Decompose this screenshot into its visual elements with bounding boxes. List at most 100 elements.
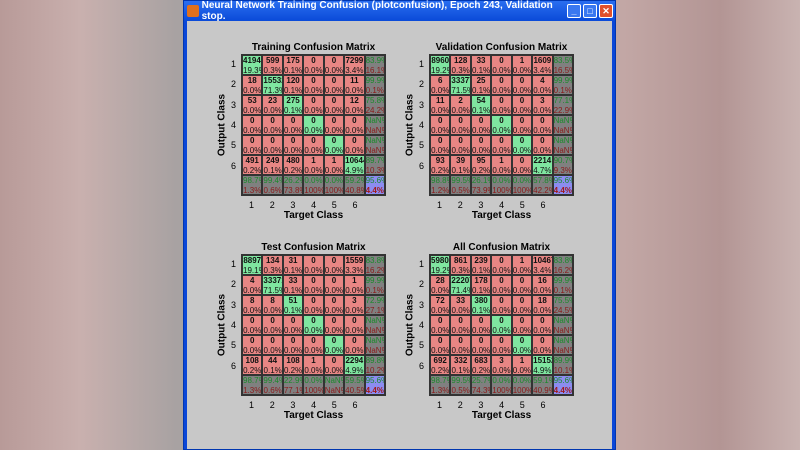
x-tick: 6 bbox=[540, 200, 546, 210]
cell-count: 31 bbox=[288, 256, 298, 265]
cell-percent: 0.0% bbox=[533, 85, 552, 95]
cell-count: 89.8% bbox=[365, 356, 384, 365]
matrix-cell: 28 0.0% bbox=[430, 275, 451, 295]
cell-percent: 0.0% bbox=[263, 305, 282, 315]
matrix-cell: 0 0.0% bbox=[450, 115, 471, 135]
cell-percent: 0.0% bbox=[451, 325, 470, 335]
cell-count: 0 bbox=[311, 256, 316, 265]
matrix-cell: 89.9%10.1% bbox=[552, 355, 573, 375]
matrix-cell: 599 0.3% bbox=[262, 55, 283, 75]
cell-percent: 16.2% bbox=[365, 265, 384, 275]
matrix-cell: 0 0.0% bbox=[262, 115, 283, 135]
cell-count: 0 bbox=[311, 316, 316, 325]
cell-percent: 0.0% bbox=[243, 325, 262, 335]
x-tick: 4 bbox=[499, 200, 505, 210]
matrix-cell: 0 0.0% bbox=[242, 335, 263, 355]
cell-count: 95 bbox=[476, 156, 486, 165]
matrix-cell: 1 0.0% bbox=[511, 55, 533, 75]
cell-percent: 0.0% bbox=[533, 125, 552, 135]
matrix-cell: NaN%NaN% bbox=[552, 315, 573, 335]
cell-count: 0.0% bbox=[512, 176, 532, 185]
matrix-cell: 0 0.0% bbox=[303, 295, 324, 315]
cell-percent: 40.5% bbox=[345, 385, 363, 395]
cell-count: 0 bbox=[499, 276, 504, 285]
cell-percent: 0.5% bbox=[451, 185, 470, 195]
matrix-cell: 23 0.0% bbox=[262, 95, 283, 115]
matrix-cell: 99.4%0.6% bbox=[262, 175, 283, 195]
cell-count: 33 bbox=[456, 296, 466, 305]
cell-count: 99.9% bbox=[365, 76, 384, 85]
maximize-button[interactable]: □ bbox=[583, 4, 597, 18]
x-tick: 2 bbox=[457, 200, 463, 210]
title-bar[interactable]: Neural Network Training Confusion (plotc… bbox=[184, 0, 615, 22]
cell-percent: NaN% bbox=[553, 125, 572, 135]
y-tick: 5 bbox=[231, 140, 237, 151]
matrix-cell: 1 0.0% bbox=[491, 155, 512, 175]
matrix-cell: 0 0.0% bbox=[532, 315, 553, 335]
cell-count: 93 bbox=[435, 156, 445, 165]
cell-count: 22.9% bbox=[283, 376, 302, 385]
cell-percent: 73.8% bbox=[283, 185, 302, 195]
cell-percent: 0.0% bbox=[512, 85, 532, 95]
cell-percent: 100% bbox=[324, 185, 345, 195]
cell-percent: NaN% bbox=[324, 385, 343, 395]
cell-percent: 0.0% bbox=[263, 125, 282, 135]
matrix-cell: 33 0.0% bbox=[450, 295, 471, 315]
cell-percent: 0.1% bbox=[451, 365, 470, 375]
cell-count: 239 bbox=[474, 256, 488, 265]
cell-percent: 0.1% bbox=[283, 305, 303, 315]
matrix-cell: 108 0.2% bbox=[282, 355, 304, 375]
cell-percent: 0.0% bbox=[492, 365, 511, 375]
matrix-cell: 332 0.1% bbox=[450, 355, 471, 375]
cell-percent: 0.0% bbox=[324, 305, 344, 315]
cell-percent: 0.1% bbox=[283, 65, 303, 75]
cell-percent: 0.0% bbox=[304, 265, 323, 275]
matrix-cell: 0 0.0% bbox=[303, 335, 324, 355]
x-tick: 5 bbox=[519, 400, 525, 410]
cell-count: 0 bbox=[331, 276, 337, 285]
cell-count: 0 bbox=[311, 276, 316, 285]
matrix-cell: 0.0% 100% bbox=[491, 175, 512, 195]
cell-percent: 0.0% bbox=[512, 145, 532, 155]
cell-count: NaN% bbox=[553, 316, 572, 325]
cell-count: 11 bbox=[435, 96, 445, 105]
cell-count: 0.0% bbox=[492, 376, 511, 385]
cell-percent: 0.0% bbox=[451, 145, 470, 155]
close-button[interactable]: ✕ bbox=[599, 4, 613, 18]
x-tick: 3 bbox=[478, 400, 484, 410]
x-tick: 5 bbox=[331, 400, 337, 410]
cell-count: NaN% bbox=[553, 136, 572, 145]
x-tick: 1 bbox=[249, 200, 255, 210]
y-tick: 6 bbox=[419, 160, 425, 171]
matrix-cell: 99.9%0.1% bbox=[364, 75, 385, 95]
matrix-cell: 0 0.0% bbox=[323, 95, 345, 115]
minimize-button[interactable]: _ bbox=[567, 4, 581, 18]
matrix-cell: 53 0.0% bbox=[242, 95, 263, 115]
cell-percent: NaN% bbox=[553, 145, 572, 155]
cell-percent: 0.1% bbox=[365, 285, 384, 295]
matlab-icon bbox=[187, 5, 199, 17]
cell-percent: NaN% bbox=[365, 145, 384, 155]
matrix-cell: 22.9%77.1% bbox=[282, 375, 304, 395]
matrix-cell: 59.2%40.8% bbox=[344, 175, 365, 195]
cell-count: 72.9% bbox=[365, 296, 384, 305]
cell-count: 175 bbox=[286, 56, 300, 65]
cell-count: 0 bbox=[270, 316, 275, 325]
matrix-cell: 0 0.0% bbox=[323, 295, 345, 315]
cell-count: 0 bbox=[437, 116, 443, 125]
matrix-cell: 25.7%74.3% bbox=[470, 375, 492, 395]
matrix-cell: 26.2%73.8% bbox=[282, 175, 304, 195]
cell-percent: 0.0% bbox=[283, 325, 303, 335]
matrix-cell: 54 0.1% bbox=[470, 95, 492, 115]
matrix-cell: 98.7%1.3% bbox=[430, 375, 451, 395]
cell-percent: 4.7% bbox=[533, 165, 552, 175]
cell-count: 0 bbox=[290, 136, 296, 145]
matrix-cell: 0 0.0% bbox=[491, 255, 512, 275]
matrix-cell: 0 0.0% bbox=[344, 115, 365, 135]
cell-count: 0.0% bbox=[512, 376, 532, 385]
y-tick: 4 bbox=[419, 119, 425, 130]
matrix-cell: 108 0.2% bbox=[242, 355, 263, 375]
cell-percent: 0.0% bbox=[451, 125, 470, 135]
cell-count: 0 bbox=[437, 136, 443, 145]
cell-count: 128 bbox=[453, 56, 468, 65]
